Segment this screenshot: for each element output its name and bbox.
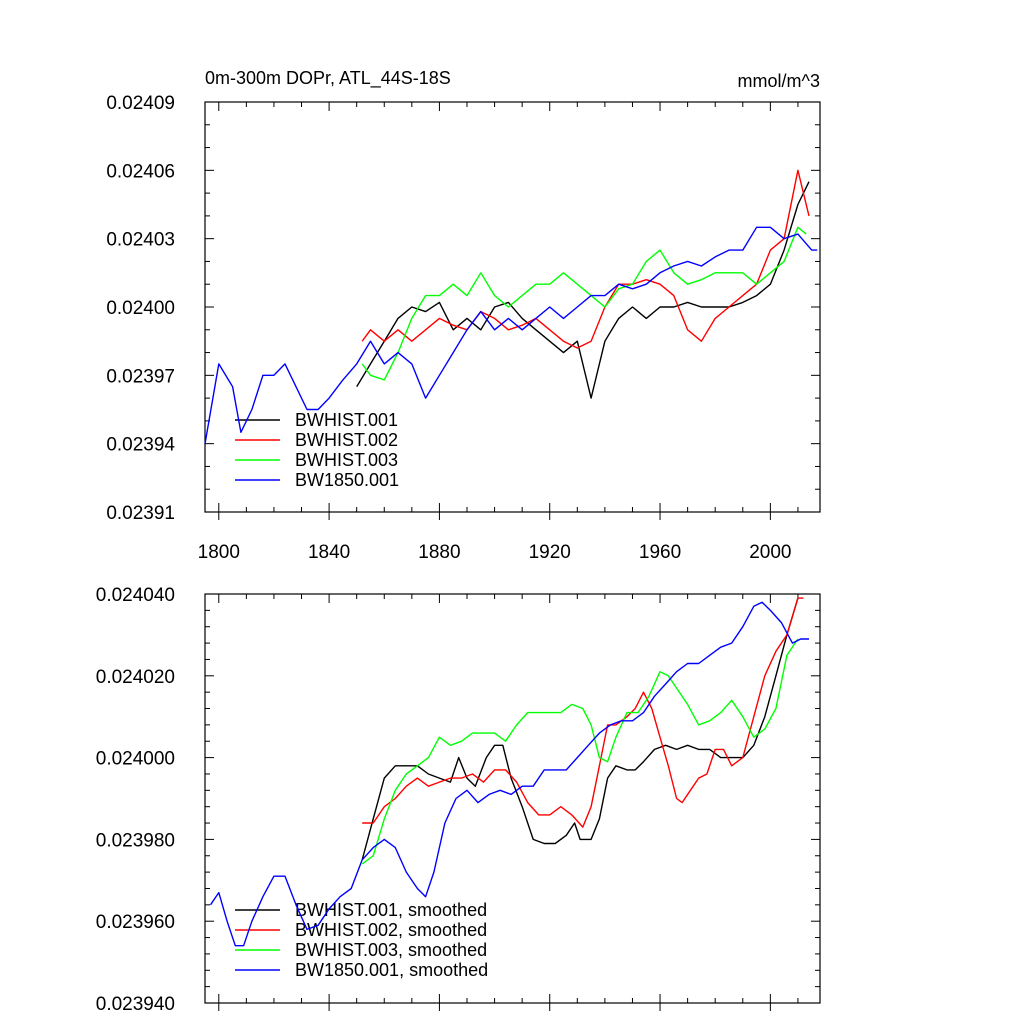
bottom-chart: 0.023940 0.023960 0.023980 0.024000 0.024020… (96, 585, 821, 1015)
top-chart-units: mmol/m^3 (738, 71, 820, 91)
series-line-bwhist-002 (361, 169, 810, 349)
legend-label: BWHIST.003 (295, 450, 398, 470)
x-tick-label: 1960 (639, 542, 681, 563)
legend-label: BW1850.001, smoothed (295, 960, 488, 980)
legend-label: BWHIST.001 (295, 410, 398, 430)
y-tick-label: 0.024000 (96, 749, 175, 770)
legend-label: BWHIST.003, smoothed (295, 940, 487, 960)
y-tick-label: 0.02394 (106, 435, 175, 456)
y-tick-label: 0.023980 (96, 830, 175, 851)
y-tick-label: 0.023960 (96, 912, 175, 933)
series-line-bwhist-001-smoothed (361, 597, 799, 860)
x-tick-label: 1800 (198, 542, 240, 563)
y-tick-label: 0.023940 (96, 994, 175, 1015)
x-tick-label: 1880 (418, 542, 460, 563)
series-line-bw1850-001 (204, 226, 818, 444)
top-chart: 0.02391 0.02394 0.02397 0.02400 0.02403 0.024… (106, 93, 821, 563)
y-tick-label: 0.02397 (106, 366, 175, 387)
y-tick-label: 0.02403 (106, 230, 175, 251)
series-line-bwhist-003 (361, 226, 807, 381)
y-tick-label: 0.02391 (106, 503, 175, 524)
series-line-bwhist-003-smoothed (361, 638, 799, 865)
x-tick-label: 1840 (308, 542, 350, 563)
series-line-bw1850-001-smoothed (209, 601, 809, 947)
plot-frame (204, 593, 821, 1004)
y-tick-label: 0.02400 (106, 298, 175, 319)
y-tick-label: 0.02406 (106, 161, 175, 182)
series-line-bwhist-001 (356, 181, 810, 399)
x-tick-label: 1920 (529, 542, 571, 563)
legend-label: BWHIST.002 (295, 430, 398, 450)
legend-label: BWHIST.002, smoothed (295, 920, 487, 940)
y-tick-label: 0.024040 (96, 585, 175, 606)
legend-label: BWHIST.001, smoothed (295, 900, 487, 920)
series-line-bwhist-002-smoothed (362, 597, 804, 828)
y-tick-label: 0.02409 (106, 93, 175, 114)
legend-label: BW1850.001 (295, 470, 399, 490)
x-tick-label: 2000 (749, 542, 791, 563)
y-tick-label: 0.024020 (96, 667, 175, 688)
top-chart-title: 0m-300m DOPr, ATL_44S-18S (205, 68, 451, 89)
